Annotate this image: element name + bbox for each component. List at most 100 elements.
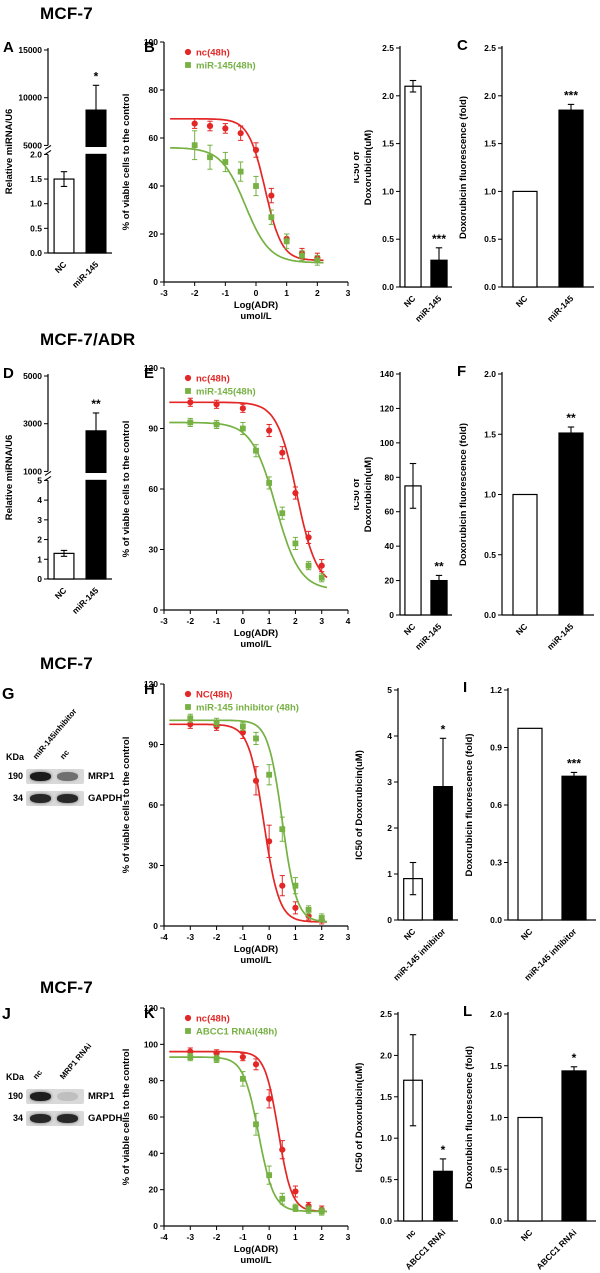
panel-h-ic50-bar-chart: 0 1 2 3 4 5 * NC miR-145 inhibitor IC50 of Doxoru… — [352, 676, 462, 994]
svg-text:30: 30 — [149, 545, 159, 555]
svg-text:NC: NC — [402, 293, 418, 309]
svg-text:120: 120 — [144, 363, 158, 373]
panel-b-ic50-bar-chart: 0.0 0.5 1.0 1.5 2.0 2.5 *** NC miR-145 IC50 of Dox… — [354, 34, 456, 328]
kda-value: 190 — [7, 771, 23, 781]
svg-text:60: 60 — [385, 507, 395, 517]
svg-text:miR-145: miR-145 — [545, 293, 576, 324]
svg-text:-2: -2 — [213, 932, 221, 942]
svg-text:0: 0 — [267, 1232, 272, 1242]
svg-text:1: 1 — [284, 288, 289, 298]
svg-text:% of viable cells to the contr: % of viable cells to the control — [121, 1049, 132, 1186]
svg-text:I: I — [463, 679, 467, 696]
svg-text:120: 120 — [144, 1003, 158, 1013]
svg-text:2: 2 — [319, 1232, 324, 1242]
svg-text:miR-145: miR-145 — [70, 259, 101, 290]
svg-text:1.5: 1.5 — [484, 139, 496, 149]
svg-text:***: *** — [567, 756, 581, 770]
svg-text:0: 0 — [153, 1221, 158, 1231]
svg-text:ABCC1 RNAi(48h): ABCC1 RNAi(48h) — [196, 1027, 277, 1038]
svg-text:0.5: 0.5 — [380, 1175, 392, 1185]
svg-text:0.0: 0.0 — [484, 282, 496, 292]
svg-text:umol/L: umol/L — [240, 1255, 271, 1266]
svg-text:*: * — [94, 69, 99, 83]
blot-lane-label: miR-145inhibitor — [31, 706, 79, 761]
blot-band — [57, 793, 78, 803]
svg-text:**: ** — [566, 411, 576, 425]
svg-text:40: 40 — [149, 181, 159, 191]
svg-text:K: K — [144, 1005, 155, 1022]
svg-text:2.0: 2.0 — [484, 369, 496, 379]
svg-text:0.0: 0.0 — [490, 915, 502, 925]
svg-text:% of viable cells to the contr: % of viable cells to the control — [121, 94, 132, 231]
svg-text:100: 100 — [144, 1039, 158, 1049]
svg-text:0: 0 — [389, 610, 394, 620]
svg-text:Log(ADR): Log(ADR) — [234, 944, 278, 955]
svg-text:0.5: 0.5 — [382, 234, 394, 244]
svg-text:0: 0 — [153, 605, 158, 615]
blot-row-gapdh: 34 GAPDH — [2, 1110, 122, 1126]
svg-text:1.0: 1.0 — [30, 199, 42, 209]
panel-e-dose-response-chart: 0 30 60 90 120 -3 -2 -1 0 1 2 3 4 Log(ADR) umol/L % of … — [118, 360, 354, 656]
svg-text:ABCC1 RNAi: ABCC1 RNAi — [534, 1227, 578, 1271]
l-chart-svg: 0.0 0.5 1.0 1.5 2.0 * NC ABCC1 RNAi Doxorubicin … — [463, 1003, 596, 1271]
blot-strip — [26, 768, 84, 784]
svg-text:% of viable cells to the contr: % of viable cells to the control — [121, 737, 132, 874]
svg-text:3: 3 — [346, 932, 351, 942]
svg-text:1.5: 1.5 — [382, 139, 394, 149]
svg-text:miR-145 inhibitor (48h): miR-145 inhibitor (48h) — [196, 703, 299, 714]
panel-c-fluorescence-bar-chart: 0.0 0.5 1.0 1.5 2.0 2.5 *** NC miR-145 Doxorubici… — [456, 34, 598, 328]
svg-text:Doxorubicin fluorescence (fold: Doxorubicin fluorescence (fold) — [464, 733, 475, 876]
svg-text:5: 5 — [37, 475, 42, 485]
svg-text:**: ** — [434, 559, 444, 573]
blot-lane-label: nc — [31, 1068, 45, 1081]
svg-text:0: 0 — [267, 932, 272, 942]
svg-text:0.6: 0.6 — [490, 800, 502, 810]
svg-text:NC: NC — [514, 621, 530, 637]
svg-text:H: H — [144, 681, 155, 698]
svg-text:80: 80 — [149, 1076, 159, 1086]
svg-text:IC50 of: IC50 of — [354, 478, 362, 511]
svg-text:0: 0 — [37, 574, 42, 584]
svg-text:40: 40 — [149, 1148, 159, 1158]
kda-header: KDa — [6, 1072, 25, 1082]
svg-text:Doxorubicin fluorescence (fold: Doxorubicin fluorescence (fold) — [458, 96, 469, 239]
svg-text:80: 80 — [149, 85, 159, 95]
panel-k-ic50-bar-chart: 0.0 0.5 1.0 1.5 2.0 2.5 * nc ABCC1 RNAi IC50 of D… — [352, 1000, 462, 1272]
panel-g-western-blot: G KDa miR-145inhibitor nc 190 MRP1 34 GAPDH — [2, 686, 122, 858]
svg-text:% of viable cells to the contr: % of viable cells to the control — [121, 421, 132, 558]
svg-text:5: 5 — [387, 685, 392, 695]
svg-text:NC: NC — [514, 293, 530, 309]
svg-text:2.5: 2.5 — [382, 43, 394, 53]
svg-text:0.0: 0.0 — [382, 282, 394, 292]
svg-text:-3: -3 — [160, 616, 168, 626]
svg-text:-1: -1 — [239, 1232, 247, 1242]
section-title-mcf7-adr: MCF-7/ADR — [40, 330, 136, 349]
svg-text:90: 90 — [149, 740, 159, 750]
svg-text:**: ** — [91, 397, 101, 411]
svg-text:miR-145(48h): miR-145(48h) — [196, 387, 256, 398]
svg-text:1000: 1000 — [23, 466, 42, 476]
svg-text:3: 3 — [387, 777, 392, 787]
svg-text:-3: -3 — [187, 932, 195, 942]
svg-text:NC: NC — [519, 926, 535, 942]
svg-text:1: 1 — [267, 616, 272, 626]
svg-text:-3: -3 — [187, 1232, 195, 1242]
panel-h-dose-response-chart: 0 30 60 90 120 -4 -3 -2 -1 0 1 2 3 Log(ADR) umol/L % of… — [118, 676, 354, 972]
e-chart-svg: 0 30 60 90 120 -3 -2 -1 0 1 2 3 4 Log(ADR)umol/L % of … — [121, 363, 351, 650]
svg-text:Doxorubicin(uM): Doxorubicin(uM) — [363, 457, 374, 532]
svg-text:40: 40 — [385, 541, 395, 551]
svg-text:nc(48h): nc(48h) — [196, 374, 230, 385]
svg-text:1: 1 — [387, 869, 392, 879]
svg-text:1: 1 — [293, 932, 298, 942]
svg-text:umol/L: umol/L — [240, 955, 271, 966]
svg-text:0: 0 — [153, 921, 158, 931]
svg-text:2.0: 2.0 — [484, 91, 496, 101]
h-chart-svg: 0 30 60 90 120 -4 -3 -2 -1 0 1 2 3 Log(ADR)umol/L % of… — [121, 679, 351, 966]
svg-text:0: 0 — [153, 277, 158, 287]
svg-text:-1: -1 — [213, 616, 221, 626]
svg-text:Doxorubicin(uM): Doxorubicin(uM) — [363, 130, 374, 205]
panel-letter-g: G — [2, 686, 15, 703]
svg-text:10000: 10000 — [18, 93, 42, 103]
